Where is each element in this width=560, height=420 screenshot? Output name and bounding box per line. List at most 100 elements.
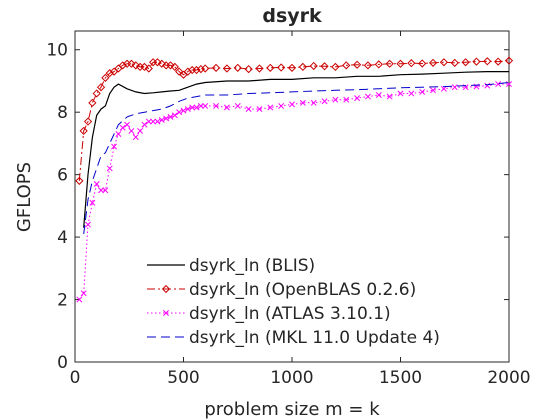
data-point [153,58,162,67]
data-point [140,62,149,72]
legend-marker [161,284,171,294]
data-point [92,89,101,98]
data-point [418,59,427,68]
y-tick-label: 8 [57,103,68,123]
chart-title: dsyrk [262,5,322,27]
data-point [386,93,393,100]
data-point [245,106,252,113]
legend-label: dsyrk_ln (MKL 11.0 Update 4) [189,328,440,348]
data-point [158,117,165,123]
data-point [310,99,317,106]
data-point [184,106,191,113]
data-point [76,296,83,303]
data-point [101,73,110,82]
legend-label: dsyrk_ln (OpenBLAS 0.2.6) [189,280,416,300]
series-1 [75,56,514,185]
legend-entry-1: dsyrk_ln (OpenBLAS 0.2.6) [147,280,416,300]
data-point [105,69,114,78]
legend-marker [163,310,169,316]
data-point [277,63,286,72]
data-point [80,290,87,297]
data-point [343,96,350,103]
y-tick-label: 10 [46,41,68,61]
data-point [127,59,136,68]
data-point [407,59,416,68]
data-point [472,57,481,66]
data-point [180,107,187,114]
data-point [266,63,275,72]
data-point [83,117,93,126]
data-point [128,127,135,134]
data-point [176,109,183,116]
data-point [321,98,328,105]
data-point [196,64,205,74]
y-axis-label: GFLOPS [14,162,35,232]
x-tick-label: 2000 [487,368,530,388]
data-point [256,106,263,113]
data-point [145,118,152,125]
data-point [342,61,351,70]
data-point [451,84,458,91]
data-point [352,60,362,69]
data-point [354,95,361,102]
data-point [85,221,91,228]
data-point [167,113,174,120]
data-point [150,118,157,125]
data-point [483,57,492,66]
data-point [189,104,196,111]
data-point [484,82,491,89]
data-point [222,64,232,73]
data-point [170,62,179,72]
legend-label: dsyrk_ln (BLIS) [189,256,315,276]
data-point [75,176,84,185]
data-point [192,65,201,75]
data-point [255,64,264,73]
data-point [154,118,161,125]
data-point [131,61,140,70]
data-point [115,131,122,138]
data-point [211,63,221,72]
data-point [439,58,449,67]
data-point [331,62,340,72]
data-point [137,127,144,134]
data-point [166,61,175,70]
data-point [494,57,503,66]
data-point [461,58,470,67]
data-point [96,83,106,92]
legend-entry-0: dsyrk_ln (BLIS) [147,256,315,276]
plot-area: 0 500 1000 1500 2000 0 2 4 6 8 10 [46,30,531,388]
data-point [163,115,170,122]
x-tick-label: 1000 [270,368,313,388]
data-point [430,87,437,94]
data-point [89,199,96,206]
data-point [375,92,382,98]
data-point [157,59,166,68]
x-tick-label: 1500 [379,368,422,388]
data-point [363,61,373,70]
data-point [118,61,127,70]
data-point [201,64,210,73]
data-point [124,121,131,128]
data-point [299,99,306,106]
data-point [428,58,438,67]
series-2 [76,81,512,303]
data-point [332,96,339,103]
x-tick-label: 0 [70,368,81,388]
data-point [223,104,230,111]
data-point [440,85,447,92]
data-point [213,102,220,109]
legend: dsyrk_ln (BLIS) dsyrk_ln (OpenBLAS 0.2.6)… [147,256,440,348]
series-line [83,82,510,235]
data-point [495,81,502,88]
data-point [267,104,274,111]
data-point [374,60,383,69]
data-point [244,64,253,74]
data-point [233,63,242,72]
data-point [193,104,200,111]
data-point [504,56,514,65]
legend-entry-3: dsyrk_ln (MKL 11.0 Update 4) [147,328,440,348]
legend-label: dsyrk_ln (ATLAS 3.10.1) [189,304,391,324]
data-point [234,102,241,109]
